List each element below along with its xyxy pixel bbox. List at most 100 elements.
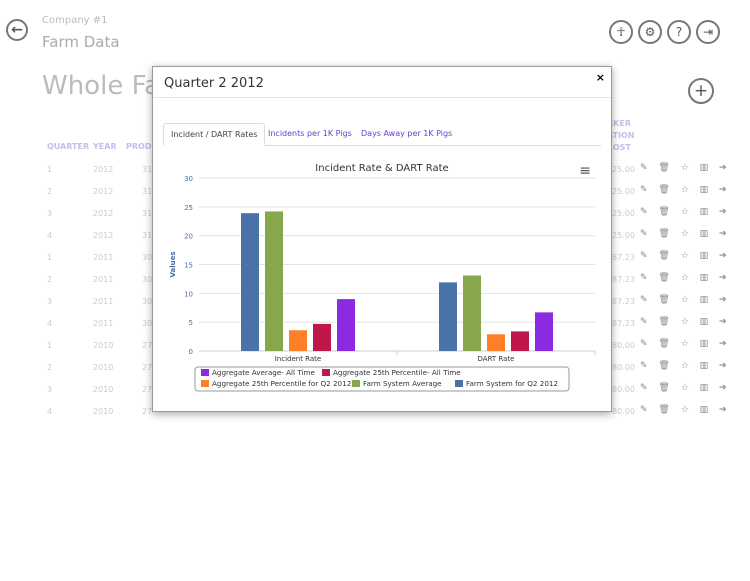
y-tick-label: 5 — [189, 319, 193, 327]
cell-production: 30 — [142, 297, 153, 306]
cell-quarter: 3 — [47, 209, 53, 218]
cell-cost: 80.00 — [612, 385, 635, 394]
table-row: 2 2012 31 25.00 ✎ 🗑 ☆ ▥ ➔ — [0, 180, 750, 202]
cell-year: 2012 — [93, 209, 114, 218]
cell-production: 31 — [142, 165, 153, 174]
row-actions-icons[interactable]: ✎ 🗑 ☆ ▥ ➔ — [640, 405, 731, 415]
bar-chart: Incident Rate & DART Rate ≡ 0 5 10 15 20 25 30 Va… — [169, 163, 596, 392]
table-row: 1 2011 30 87.23 ✎ 🗑 ☆ ▥ ➔ — [0, 246, 750, 268]
row-actions-icons[interactable]: ✎ 🗑 ☆ ▥ ➔ — [640, 339, 731, 349]
y-tick-label: 25 — [184, 204, 193, 212]
modal-title: Quarter 2 2012 — [164, 76, 264, 91]
y-axis-label: Values — [169, 251, 177, 277]
legend-item: Aggregate 25th Percentile for Q2 2012 — [212, 379, 351, 388]
bar[interactable] — [289, 330, 307, 351]
row-actions-icons[interactable]: ✎ 🗑 ☆ ▥ ➔ — [640, 251, 731, 261]
quarter-modal: Quarter 2 2012 × Incident / DART Rates I… — [152, 66, 612, 412]
table-row: 3 2010 27 80.00 ✎ 🗑 ☆ ▥ ➔ — [0, 378, 750, 400]
cell-production: 27 — [142, 385, 153, 394]
cell-cost: 80.00 — [612, 341, 635, 350]
y-tick-label: 0 — [189, 348, 193, 356]
back-arrow-icon[interactable]: ← — [6, 19, 28, 41]
tab-days-away-per-1k[interactable]: Days Away per 1K Pigs — [361, 129, 453, 138]
table-row: 1 2010 27 80.00 ✎ 🗑 ☆ ▥ ➔ — [0, 334, 750, 356]
table-row: 3 2012 31 25.00 ✎ 🗑 ☆ ▥ ➔ — [0, 202, 750, 224]
cell-cost: 80.00 — [612, 363, 635, 372]
farm-data-title: Farm Data — [42, 33, 120, 51]
cell-quarter: 4 — [47, 407, 53, 416]
legend-swatch — [352, 380, 360, 387]
cell-production: 31 — [142, 209, 153, 218]
row-actions-icons[interactable]: ✎ 🗑 ☆ ▥ ➔ — [640, 383, 731, 393]
row-actions-icons[interactable]: ✎ 🗑 ☆ ▥ ➔ — [640, 229, 731, 239]
bar[interactable] — [535, 312, 553, 351]
bar[interactable] — [241, 213, 259, 351]
gear-icon[interactable]: ⚙ — [638, 20, 662, 44]
bar[interactable] — [439, 282, 457, 351]
cell-cost: 87.23 — [612, 253, 635, 262]
cell-cost: 25.00 — [612, 165, 635, 174]
cell-cost: 87.23 — [612, 275, 635, 284]
y-tick-label: 30 — [184, 175, 193, 183]
chart-title: Incident Rate & DART Rate — [315, 163, 448, 174]
row-actions-icons[interactable]: ✎ 🗑 ☆ ▥ ➔ — [640, 163, 731, 173]
bar[interactable] — [313, 323, 331, 351]
legend-swatch — [322, 369, 330, 376]
cell-year: 2012 — [93, 187, 114, 196]
row-actions-icons[interactable]: ✎ 🗑 ☆ ▥ ➔ — [640, 361, 731, 371]
row-actions-icons[interactable]: ✎ 🗑 ☆ ▥ ➔ — [640, 273, 731, 283]
cell-year: 2011 — [93, 275, 114, 284]
y-tick-label: 10 — [184, 290, 193, 298]
accessibility-icon[interactable]: ☥ — [609, 20, 633, 44]
legend-item: Farm System for Q2 2012 — [466, 379, 558, 388]
cell-cost: 80.00 — [612, 407, 635, 416]
cell-quarter: 2 — [47, 363, 53, 372]
cell-cost: 25.00 — [612, 187, 635, 196]
bar[interactable] — [265, 211, 283, 351]
bar[interactable] — [463, 275, 481, 351]
col-header-cost-3: COST — [607, 143, 631, 152]
logout-icon[interactable]: ⇥ — [696, 20, 720, 44]
cell-production: 27 — [142, 407, 153, 416]
top-icon-bar: ☥ ⚙ ? ⇥ — [609, 20, 720, 44]
cell-quarter: 2 — [47, 187, 53, 196]
table-row: 1 2012 31 25.00 ✎ 🗑 ☆ ▥ ➔ — [0, 158, 750, 180]
cell-quarter: 1 — [47, 253, 53, 262]
table-row: 2 2011 30 87.23 ✎ 🗑 ☆ ▥ ➔ — [0, 268, 750, 290]
legend-swatch — [201, 369, 209, 376]
cell-year: 2012 — [93, 165, 114, 174]
add-icon[interactable]: + — [688, 78, 714, 104]
legend-item: Farm System Average — [363, 379, 442, 388]
row-actions-icons[interactable]: ✎ 🗑 ☆ ▥ ➔ — [640, 295, 731, 305]
legend-item: Aggregate Average- All Time — [212, 368, 316, 377]
cell-cost: 25.00 — [612, 231, 635, 240]
cell-quarter: 2 — [47, 275, 53, 284]
modal-divider — [153, 97, 611, 98]
table-row: 4 2010 27 80.00 ✎ 🗑 ☆ ▥ ➔ — [0, 400, 750, 422]
bar[interactable] — [487, 334, 505, 351]
bar[interactable] — [511, 331, 529, 351]
legend-swatch — [455, 380, 463, 387]
col-header-cost-1: RKER — [607, 119, 631, 128]
cell-year: 2011 — [93, 297, 114, 306]
cell-production: 27 — [142, 363, 153, 372]
bar[interactable] — [337, 299, 355, 351]
x-tick-label: Incident Rate — [275, 355, 322, 363]
table-row: 3 2011 30 87.23 ✎ 🗑 ☆ ▥ ➔ — [0, 290, 750, 312]
cell-year: 2010 — [93, 341, 114, 350]
menu-icon[interactable]: ≡ — [579, 163, 591, 179]
row-actions-icons[interactable]: ✎ 🗑 ☆ ▥ ➔ — [640, 185, 731, 195]
row-actions-icons[interactable]: ✎ 🗑 ☆ ▥ ➔ — [640, 207, 731, 217]
row-actions-icons[interactable]: ✎ 🗑 ☆ ▥ ➔ — [640, 317, 731, 327]
y-tick-label: 20 — [184, 233, 193, 241]
cell-year: 2011 — [93, 319, 114, 328]
help-icon[interactable]: ? — [667, 20, 691, 44]
tab-incident-dart[interactable]: Incident / DART Rates — [163, 123, 266, 146]
cell-quarter: 4 — [47, 319, 53, 328]
close-icon[interactable]: × — [595, 71, 605, 84]
cell-production: 31 — [142, 187, 153, 196]
tab-incidents-per-1k[interactable]: Incidents per 1K Pigs — [268, 129, 352, 138]
cell-year: 2010 — [93, 363, 114, 372]
cell-cost: 87.23 — [612, 297, 635, 306]
